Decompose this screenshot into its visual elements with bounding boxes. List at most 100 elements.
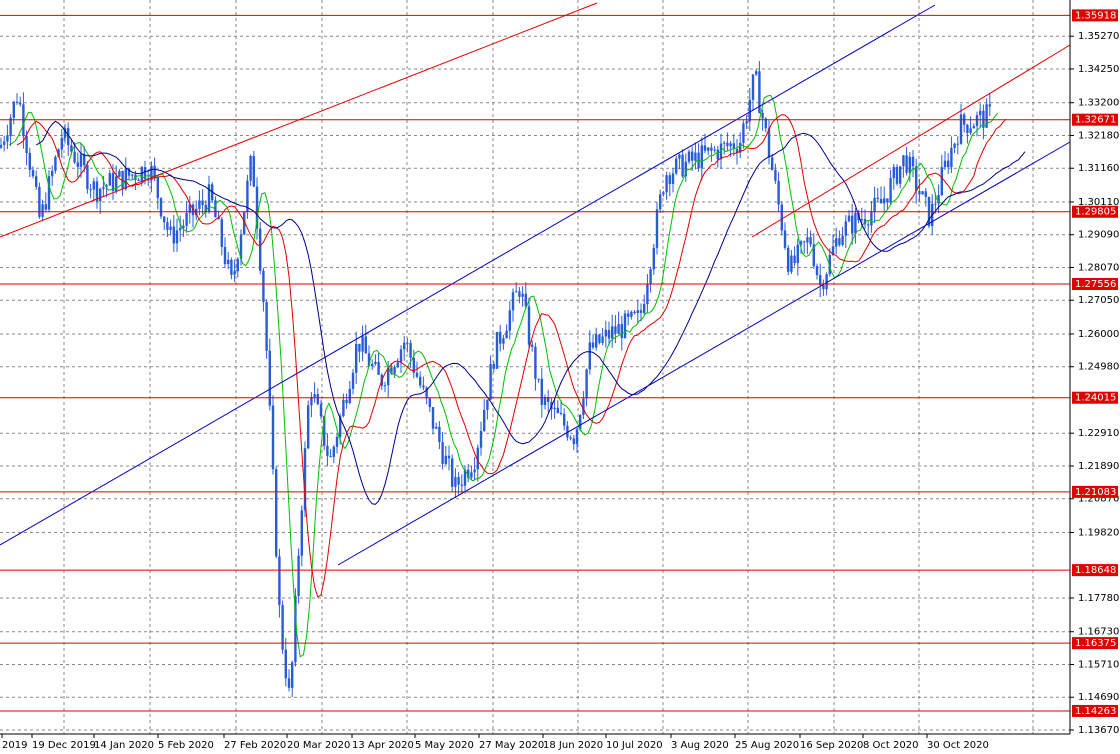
bar-body (803, 241, 806, 243)
price-label: 1.15710 (1078, 659, 1119, 670)
bar-body (755, 71, 758, 75)
bar-body (281, 605, 284, 650)
bar-body (377, 361, 380, 375)
price-label: 1.16730 (1078, 627, 1119, 638)
bar-body (716, 149, 719, 160)
bar-body (108, 173, 111, 186)
bar-body (403, 342, 406, 350)
bar-body (783, 230, 787, 248)
bar-body (121, 170, 124, 189)
bar-body (371, 363, 374, 367)
bar-body (99, 188, 102, 202)
bar-body (268, 350, 271, 406)
trend-line (337, 141, 1071, 566)
bar-body (556, 407, 559, 414)
bar-body (425, 387, 428, 399)
time-label: 27 May 2020 (479, 740, 544, 751)
bar-body (217, 217, 220, 220)
bar-body (723, 142, 726, 144)
bar-body (540, 378, 543, 405)
bar-body (457, 477, 460, 485)
bar-body (76, 162, 79, 167)
level-box (1072, 277, 1118, 290)
bar-body (959, 114, 963, 144)
bar-body (419, 376, 422, 386)
bar-body (806, 237, 809, 243)
trend-line (0, 4, 936, 546)
level-box (1072, 637, 1118, 650)
time-label: 19 Dec 2019 (32, 740, 96, 751)
bar-body (166, 222, 169, 230)
bar-body (86, 165, 89, 190)
bar-body (9, 117, 12, 137)
price-label: 1.33200 (1078, 98, 1119, 109)
bar-body (569, 437, 572, 439)
price-label: 1.19820 (1078, 527, 1119, 538)
bar-body (691, 151, 694, 161)
bar-body (28, 153, 31, 170)
time-label: 16 Sep 2020 (800, 740, 863, 751)
bar-body (620, 324, 623, 339)
bar-body (780, 204, 783, 231)
axis-labels: 1.35270 1.34250 1.33200 1.32180 1.31160 1.301… (1, 9, 1119, 751)
bar-body (687, 151, 691, 162)
bar-body (185, 212, 188, 226)
bar-body (710, 147, 713, 151)
bar-body (748, 100, 751, 122)
bar-body (985, 104, 988, 128)
bar-body (534, 346, 537, 379)
bar-body (892, 166, 895, 179)
moving-average (35, 120, 1026, 505)
bar-body (172, 226, 175, 244)
time-label: 14 Jan 2020 (94, 740, 154, 751)
bar-body (665, 175, 668, 193)
bar-body (345, 399, 348, 403)
bar-body (95, 181, 99, 202)
bar-body (201, 200, 204, 206)
bar-body (735, 149, 739, 153)
bar-body (511, 292, 515, 311)
bar-body (531, 344, 534, 347)
bar-body (454, 477, 457, 487)
bar-body (719, 143, 723, 160)
bar-body (787, 247, 790, 272)
bar-body (486, 399, 489, 410)
bar-body (767, 128, 771, 158)
bar-body (460, 484, 463, 486)
bar-body (367, 353, 371, 367)
bar-body (870, 211, 873, 226)
bar-body (518, 291, 521, 297)
bar-body (601, 336, 604, 343)
bar-body (831, 246, 835, 256)
bar-body (255, 186, 259, 229)
time-label: 20 Mar 2020 (287, 740, 350, 751)
price-label: 1.21890 (1078, 461, 1119, 472)
bar-body (156, 177, 159, 199)
bar-body (25, 136, 28, 154)
bar-body (684, 161, 687, 177)
bar-body (131, 174, 134, 176)
bar-body (22, 104, 25, 137)
bar-body (876, 197, 879, 200)
bar-body (6, 136, 9, 142)
bar-body (764, 118, 767, 129)
bar-body (326, 445, 329, 456)
bar-body (332, 446, 335, 457)
bar-body (745, 121, 748, 124)
bar-body (300, 510, 303, 556)
bar-body (415, 372, 419, 377)
bar-body (630, 311, 633, 317)
bar-body (140, 167, 143, 181)
bar-body (972, 126, 975, 129)
bar-body (143, 167, 147, 180)
bar-body (566, 425, 569, 438)
bar-body (627, 313, 630, 317)
bar-body (639, 310, 643, 313)
level-label: 1.29805 (1075, 207, 1116, 218)
bar-body (598, 334, 601, 343)
bar-body (239, 234, 243, 260)
bar-body (393, 366, 396, 374)
bar-body (492, 363, 495, 369)
bar-body (399, 349, 403, 363)
bar-body (707, 147, 710, 151)
